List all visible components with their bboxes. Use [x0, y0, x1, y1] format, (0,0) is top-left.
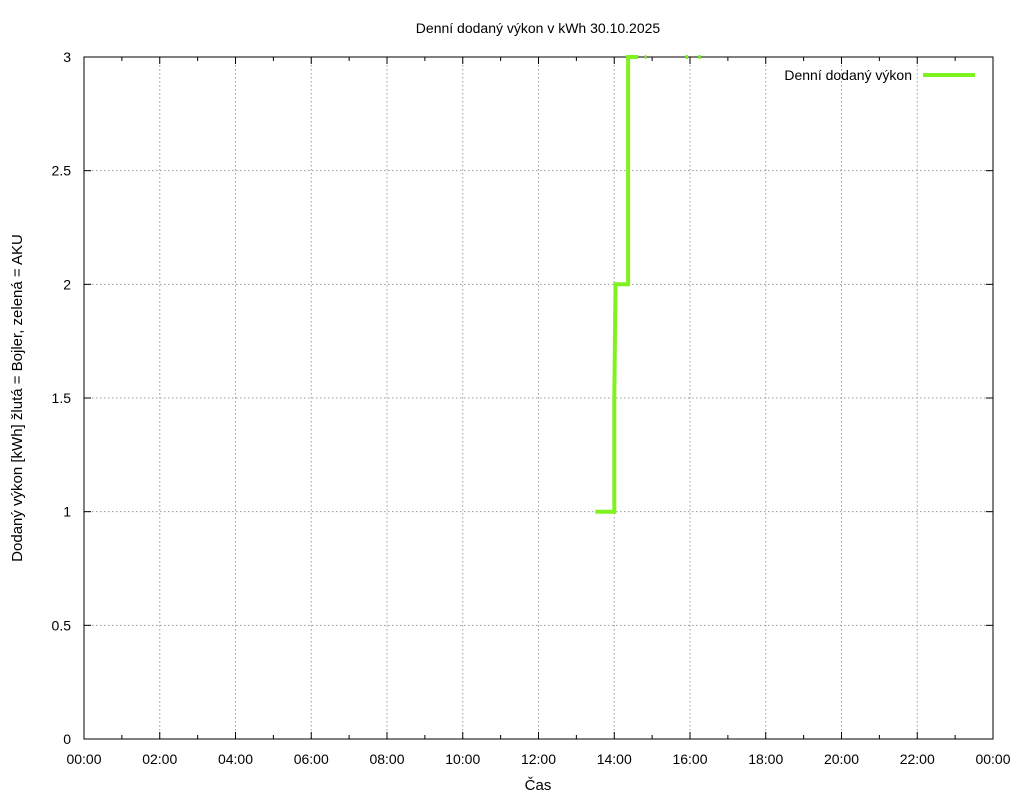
x-tick-label: 04:00 — [218, 751, 253, 767]
x-tick-label: 20:00 — [824, 751, 859, 767]
y-tick-label: 2.5 — [52, 163, 72, 179]
y-axis-label: Dodaný výkon [kWh] žlutá = Bojler, zelen… — [9, 234, 26, 562]
x-tick-labels: 00:00 02:00 04:00 06:00 08:00 10:00 12:00 14:00… — [66, 751, 1010, 767]
y-tick-label: 3 — [63, 49, 71, 65]
y-tick-labels: 0 0.5 1 1.5 2 2.5 3 — [52, 49, 72, 747]
x-tick-label: 16:00 — [672, 751, 707, 767]
legend-label: Denní dodaný výkon — [784, 67, 912, 83]
y-tick-label: 2 — [63, 276, 71, 292]
x-tick-label: 00:00 — [66, 751, 101, 767]
x-axis-label: Čas — [525, 777, 552, 794]
x-tick-label: 10:00 — [445, 751, 480, 767]
series-line-0 — [598, 55, 639, 514]
x-tick-label: 02:00 — [142, 751, 177, 767]
grid — [84, 57, 993, 739]
x-tick-label: 18:00 — [748, 751, 783, 767]
y-tick-label: 0.5 — [52, 617, 72, 633]
x-tick-label: 12:00 — [521, 751, 556, 767]
y-tick-label: 0 — [63, 731, 71, 747]
series-layer — [595, 55, 701, 514]
y-tick-label: 1 — [63, 504, 71, 520]
x-tick-label: 00:00 — [975, 751, 1010, 767]
x-tick-label: 08:00 — [369, 751, 404, 767]
ticks — [83, 56, 994, 740]
y-tick-label: 1.5 — [52, 390, 72, 406]
x-tick-label: 14:00 — [597, 751, 632, 767]
chart-title: Denní dodaný výkon v kWh 30.10.2025 — [416, 20, 661, 36]
x-tick-label: 22:00 — [900, 751, 935, 767]
legend: Denní dodaný výkon — [784, 67, 975, 83]
x-tick-label: 06:00 — [294, 751, 329, 767]
